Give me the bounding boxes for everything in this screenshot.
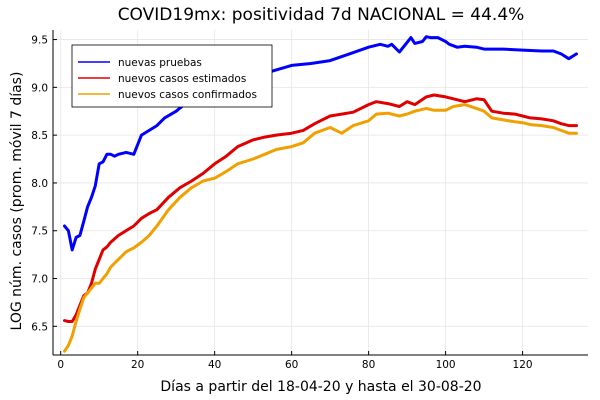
series-line bbox=[63, 103, 578, 353]
x-tick-label: 0 bbox=[57, 359, 64, 371]
axes: 0 20 40 60 80 100 120 6.5 7.0 7.5 8.0 8.5 9.0 9.5 bbox=[31, 30, 588, 371]
series-line bbox=[63, 93, 578, 323]
legend-entry-label: nuevos casos confirmados bbox=[118, 89, 257, 101]
y-tick-label: 6.5 bbox=[31, 321, 48, 333]
y-axis-label: LOG núm. casos (prom. móvil 7 días) bbox=[9, 72, 25, 331]
legend: nuevas pruebas nuevos casos estimados nuev… bbox=[71, 44, 273, 108]
x-tick-label: 100 bbox=[436, 359, 456, 371]
y-tick-label: 9.5 bbox=[31, 35, 48, 47]
x-tick-label: 20 bbox=[131, 359, 144, 371]
x-tick-label: 40 bbox=[208, 359, 221, 371]
y-tick-label: 7.5 bbox=[31, 226, 48, 238]
x-tick-label: 120 bbox=[513, 359, 533, 371]
series-line bbox=[63, 35, 578, 252]
x-tick-label: 60 bbox=[285, 359, 298, 371]
x-axis-label: Días a partir del 18-04-20 y hasta el 30… bbox=[160, 379, 481, 395]
y-tick-label: 8.0 bbox=[31, 178, 48, 190]
legend-entry-label: nuevos casos estimados bbox=[118, 73, 246, 85]
x-tick-label: 80 bbox=[362, 359, 375, 371]
y-tick-label: 8.5 bbox=[31, 130, 48, 142]
chart-title: COVID19mx: positividad 7d NACIONAL = 44.… bbox=[118, 5, 525, 25]
y-tick-label: 9.0 bbox=[31, 82, 48, 94]
y-tick-label: 7.0 bbox=[31, 274, 48, 286]
legend-entry-label: nuevas pruebas bbox=[118, 57, 202, 69]
series-layer bbox=[63, 35, 578, 353]
legend-box bbox=[71, 44, 273, 108]
